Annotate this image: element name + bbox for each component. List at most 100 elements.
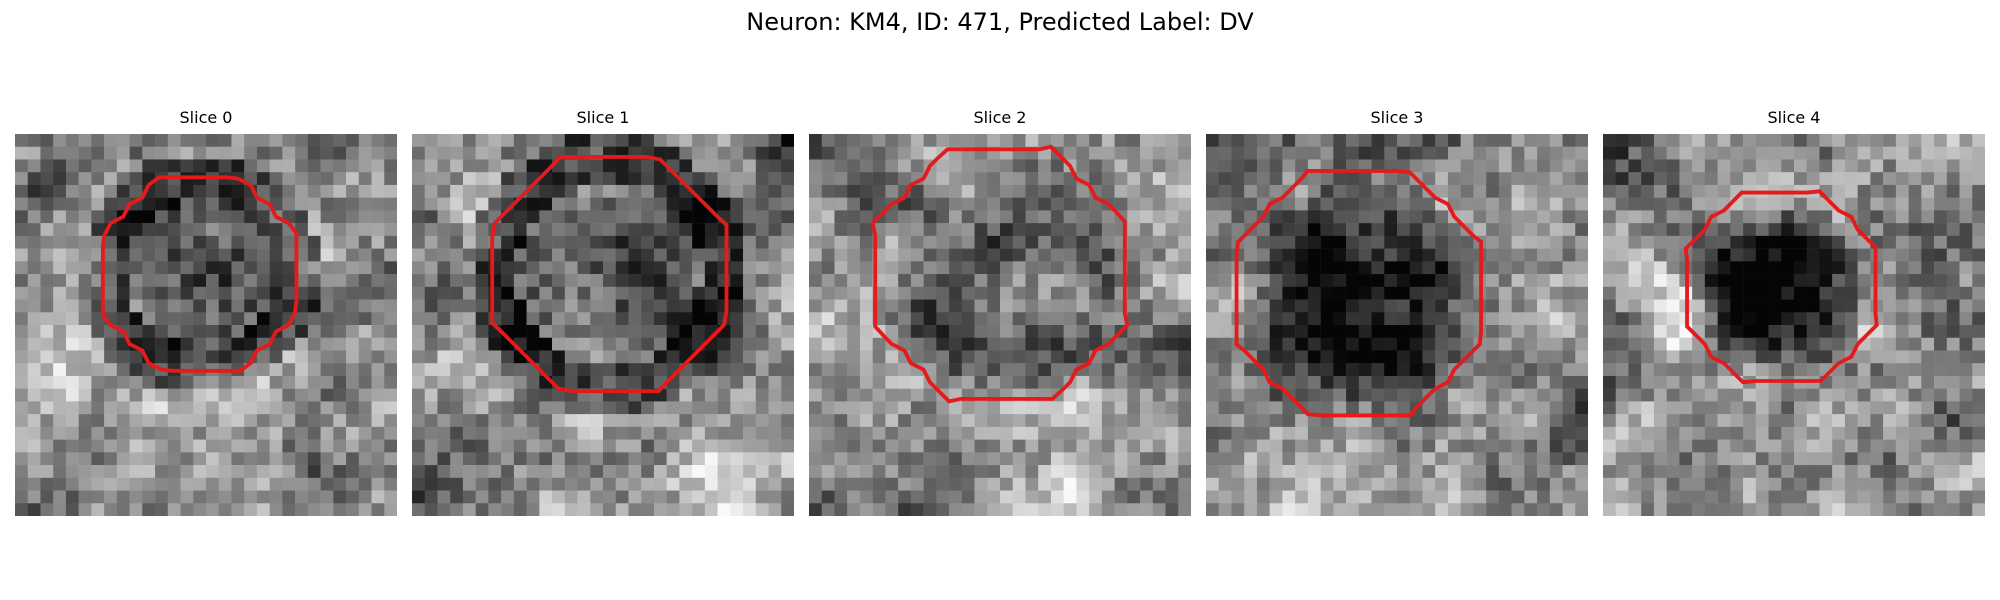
pixel [1959,286,1973,300]
pixel [1768,325,1782,338]
pixel [1346,286,1360,300]
pixel [206,184,219,198]
pixel [859,490,873,504]
pixel [1498,261,1512,275]
pixel [1282,299,1296,313]
pixel [462,134,476,147]
pixel [1755,274,1769,288]
pixel [1794,210,1807,224]
pixel [1218,325,1232,338]
pixel [603,274,616,288]
pixel [1269,159,1283,173]
pixel [1127,184,1141,198]
pixel [1307,146,1321,160]
pixel [1908,401,1922,415]
pixel [129,172,143,186]
pixel [91,490,105,504]
pixel [564,337,578,351]
pixel [628,401,642,415]
pixel [641,312,655,326]
pixel [781,184,794,198]
pixel [809,426,822,440]
pixel [692,235,706,249]
pixel [424,223,438,237]
pixel [1063,452,1077,466]
pixel [615,172,629,186]
pixel [1295,452,1309,466]
pixel [526,439,540,453]
pixel [1781,452,1795,466]
pixel [424,312,438,326]
pixel [1946,337,1960,351]
pixel [206,274,219,288]
pixel [653,184,667,198]
pixel [1959,223,1973,237]
pixel [244,146,258,160]
pixel [974,325,988,338]
pixel [40,184,54,198]
pixel [206,503,219,516]
pixel [27,375,41,389]
pixel [231,235,245,249]
pixel [193,350,207,364]
pixel [320,388,334,402]
pixel [781,350,794,364]
pixel [834,477,848,491]
pixel [1422,274,1436,288]
pixel [450,312,464,326]
pixel [910,235,924,249]
pixel [1730,426,1744,440]
pixel [1152,337,1166,351]
pixel [167,375,181,389]
pixel [821,452,835,466]
pixel [577,286,591,300]
pixel [1050,401,1064,415]
pixel [961,197,975,211]
pixel [1244,312,1258,326]
pixel [27,197,41,211]
pixel [15,477,28,491]
pixel [1717,223,1731,237]
pixel [27,388,41,402]
pixel [1692,401,1706,415]
pixel [358,134,372,147]
pixel [1178,146,1191,160]
pixel [704,477,718,491]
pixel [1025,490,1039,504]
pixel [1806,248,1820,262]
pixel [1946,312,1960,326]
pixel [1743,426,1757,440]
pixel [1307,490,1321,504]
pixel [1946,223,1960,237]
pixel [859,235,873,249]
pixel [231,312,245,326]
pixel [1101,439,1115,453]
pixel [834,286,848,300]
pixel [1063,414,1077,428]
pixel [1435,184,1449,198]
pixel [847,146,861,160]
pixel [1244,426,1258,440]
pixel [65,146,79,160]
pixel [1934,337,1948,351]
pixel [1730,465,1744,479]
pixel [1537,286,1551,300]
pixel [1562,184,1576,198]
pixel [821,414,835,428]
pixel [1000,490,1013,504]
pixel [1959,490,1973,504]
pixel [1140,350,1154,364]
pixel [1794,363,1807,377]
pixel [424,490,438,504]
pixel [679,452,693,466]
pixel [1679,465,1693,479]
pixel [1320,439,1334,453]
pixel [1641,197,1655,211]
pixel [116,261,130,275]
pixel [1218,299,1232,313]
pixel [755,146,769,160]
pixel [1603,439,1616,453]
pixel [1422,465,1436,479]
pixel [295,184,309,198]
pixel [142,439,156,453]
